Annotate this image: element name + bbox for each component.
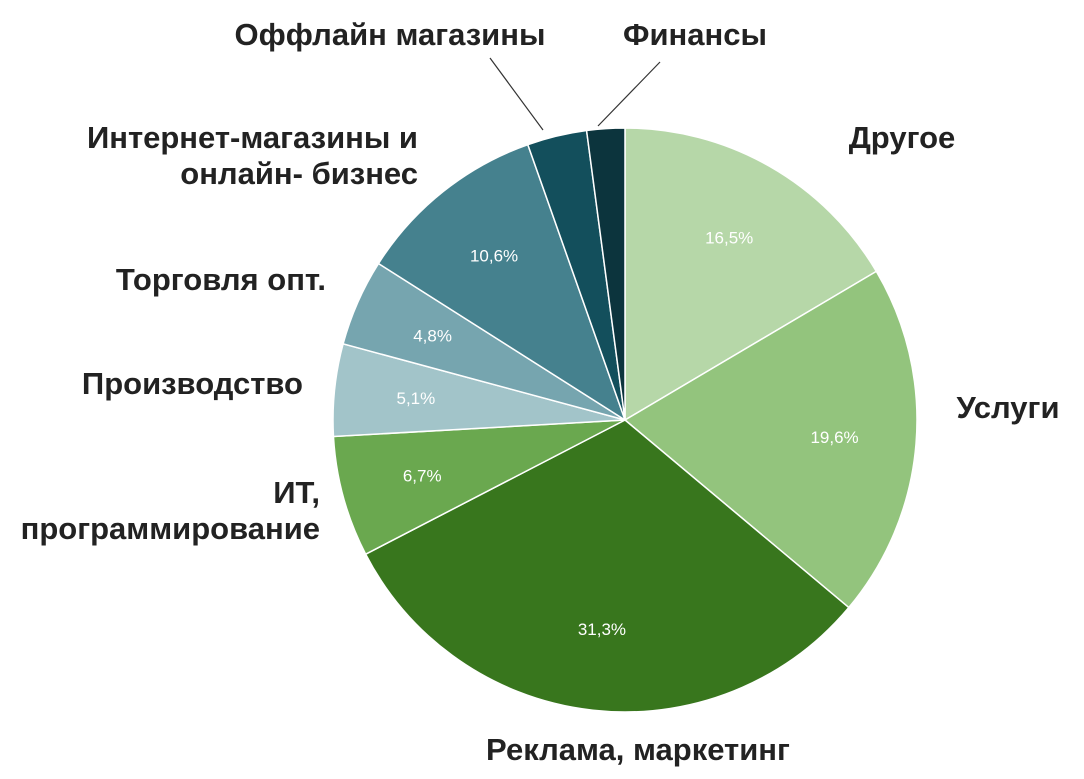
category-label: Другое	[849, 120, 956, 155]
category-labels: Другое Услуги Реклама, маркетинг ИТ, програм…	[21, 17, 1060, 767]
category-label: Реклама, маркетинг	[486, 732, 790, 767]
percent-label: 31,3%	[578, 620, 626, 639]
leader-line	[597, 61, 661, 127]
pie-slice	[377, 143, 627, 422]
category-label: Интернет-магазины и онлайн- бизнес	[87, 120, 418, 191]
category-label: Производство	[82, 366, 303, 401]
pie-slice	[624, 127, 878, 422]
percent-label: 6,7%	[403, 466, 442, 485]
leader-lines	[489, 57, 661, 131]
category-label: Оффлайн магазины	[235, 17, 546, 52]
category-label: ИТ, программирование	[21, 475, 320, 546]
pie-slice	[364, 419, 850, 713]
leader-line	[489, 57, 544, 131]
percent-label: 5,1%	[397, 389, 436, 408]
pie-slice	[332, 419, 626, 556]
category-label: Торговля опт.	[116, 262, 326, 297]
pie-slices	[332, 127, 918, 713]
category-label: Финансы	[623, 17, 767, 52]
percent-label: 16,5%	[705, 228, 753, 247]
category-label: Услуги	[956, 390, 1059, 425]
percent-labels: 16,5% 19,6% 31,3% 6,7% 5,1% 4,8% 10,6%	[397, 228, 859, 639]
percent-label: 4,8%	[413, 326, 452, 345]
pie-slice	[623, 270, 918, 609]
percent-label: 10,6%	[470, 247, 518, 266]
percent-label: 19,6%	[810, 428, 858, 447]
pie-slice	[585, 127, 626, 421]
